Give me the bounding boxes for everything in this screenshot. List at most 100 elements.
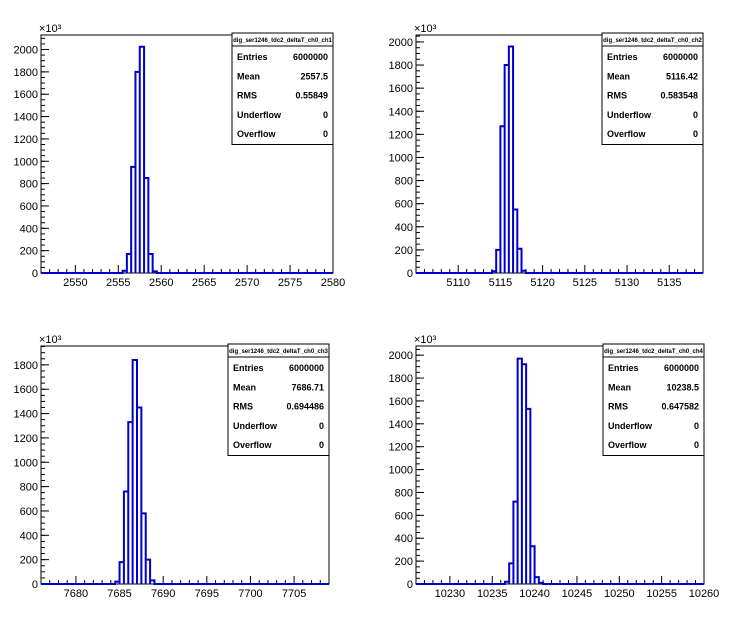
stats-title: dig_ser1246_tdc2_deltaT_ch0_ch4 xyxy=(604,349,703,355)
histogram-bin xyxy=(120,562,124,584)
x-tick-label: 7680 xyxy=(64,588,88,600)
histogram-series xyxy=(41,45,333,274)
x-tick-label: 5135 xyxy=(657,277,681,289)
stats-value: 0 xyxy=(693,129,698,139)
y-tick-label: 0 xyxy=(407,268,413,280)
y-tick-label: 1600 xyxy=(389,396,413,408)
histogram-bin xyxy=(496,250,500,273)
stats-value: 0 xyxy=(319,440,324,450)
y-multiplier: ×10³ xyxy=(414,23,437,35)
y-tick-label: 0 xyxy=(32,268,38,280)
y-tick-label: 2000 xyxy=(389,37,413,49)
x-tick-label: 7705 xyxy=(282,588,306,600)
x-tick-label: 2565 xyxy=(192,277,216,289)
y-multiplier: ×10³ xyxy=(39,23,62,35)
stats-value: 6000000 xyxy=(664,363,699,373)
stats-value: 2557.5 xyxy=(300,71,328,81)
y-tick-label: 1000 xyxy=(389,152,413,164)
histogram-series xyxy=(416,357,704,585)
y-multiplier: ×10³ xyxy=(414,334,437,346)
histogram-bin xyxy=(140,47,144,273)
y-axis: 0 200 400 600 800 1000 1200 1400 1600 1800 xyxy=(14,346,49,591)
y-tick-label: 1400 xyxy=(389,106,413,118)
stats-label: RMS xyxy=(608,402,628,412)
stats-value: 0.583548 xyxy=(660,91,698,101)
histogram-bin xyxy=(513,209,517,273)
histogram-bin xyxy=(146,560,150,584)
y-tick-label: 800 xyxy=(395,487,413,499)
x-tick-label: 7690 xyxy=(151,588,175,600)
histogram-bin xyxy=(526,409,530,584)
histogram-bin xyxy=(530,546,534,584)
histogram-panel-4: 0 200 400 600 800 1000 1200 1400 1600 1800 2000×10… xyxy=(389,334,720,600)
stats-value: 0.694486 xyxy=(286,402,324,412)
stats-label: Underflow xyxy=(237,110,282,120)
y-tick-label: 600 xyxy=(20,201,38,213)
x-tick-label: 2575 xyxy=(278,277,302,289)
stats-label: Entries xyxy=(608,363,639,373)
histogram-bin xyxy=(505,65,509,273)
stats-value: 6000000 xyxy=(289,363,324,373)
stats-label: RMS xyxy=(233,402,253,412)
y-tick-label: 600 xyxy=(20,506,38,518)
y-tick-label: 1800 xyxy=(389,373,413,385)
stats-value: 0 xyxy=(323,129,328,139)
y-tick-label: 400 xyxy=(395,533,413,545)
histogram-bin xyxy=(500,126,504,273)
stats-label: Underflow xyxy=(233,421,278,431)
y-tick-label: 0 xyxy=(407,579,413,591)
y-tick-label: 0 xyxy=(32,579,38,591)
y-multiplier: ×10³ xyxy=(39,334,62,346)
histogram-bin xyxy=(150,580,154,584)
y-tick-label: 1200 xyxy=(389,442,413,454)
stats-title: dig_ser1246_tdc2_deltaT_ch0_ch2 xyxy=(603,38,702,44)
stats-box: dig_ser1246_tdc2_deltaT_ch0_ch3 Entries 60… xyxy=(227,343,330,456)
y-axis: 0 200 400 600 800 1000 1200 1400 1600 1800 2000 xyxy=(389,348,424,591)
stats-title: dig_ser1246_tdc2_deltaT_ch0_ch3 xyxy=(229,349,328,355)
histogram-panel-2: 0 200 400 600 800 1000 1200 1400 1600 1800 2000×10… xyxy=(389,23,704,289)
histogram-bin xyxy=(509,563,513,584)
histogram-bin xyxy=(153,271,157,273)
histogram-series xyxy=(416,45,703,274)
x-axis: 2550 2555 2560 2565 2570 2575 2580 xyxy=(40,265,345,289)
x-tick-label: 10240 xyxy=(519,588,550,600)
y-tick-label: 1200 xyxy=(14,134,38,146)
stats-box: dig_ser1246_tdc2_deltaT_ch0_ch2 Entries 60… xyxy=(601,32,704,145)
x-tick-label: 7685 xyxy=(107,588,131,600)
y-tick-label: 200 xyxy=(20,555,38,567)
histogram-series xyxy=(41,359,329,585)
y-axis: 0 200 400 600 800 1000 1200 1400 1600 1800 2000 xyxy=(389,35,424,280)
y-tick-label: 1000 xyxy=(389,465,413,477)
x-tick-label: 7695 xyxy=(195,588,219,600)
y-tick-label: 1200 xyxy=(14,433,38,445)
stats-value: 0 xyxy=(694,440,699,450)
histogram-bin xyxy=(133,360,137,584)
stats-label: Entries xyxy=(237,52,268,62)
y-tick-label: 800 xyxy=(20,482,38,494)
stats-value: 0 xyxy=(323,110,328,120)
histogram-bin xyxy=(518,359,522,584)
y-tick-label: 1600 xyxy=(389,83,413,95)
y-tick-label: 800 xyxy=(395,176,413,188)
stats-label: Mean xyxy=(233,382,256,392)
y-tick-label: 1000 xyxy=(14,156,38,168)
stats-label: Overflow xyxy=(233,440,273,450)
x-tick-label: 10260 xyxy=(689,588,720,600)
stats-label: Entries xyxy=(233,363,264,373)
y-axis: 0 200 400 600 800 1000 1200 1400 1600 1800 2000 xyxy=(14,37,49,280)
x-tick-label: 2550 xyxy=(63,277,87,289)
y-tick-label: 600 xyxy=(395,199,413,211)
x-tick-label: 10255 xyxy=(646,588,677,600)
x-axis: 10230 10235 10240 10245 10250 10255 10260 xyxy=(415,576,720,600)
x-tick-label: 5125 xyxy=(573,277,597,289)
stats-label: Mean xyxy=(608,382,631,392)
y-tick-label: 2000 xyxy=(389,350,413,362)
x-tick-label: 10235 xyxy=(477,588,508,600)
stats-title: dig_ser1246_tdc2_deltaT_ch0_ch1 xyxy=(233,38,332,44)
y-tick-label: 200 xyxy=(395,556,413,568)
stats-box: dig_ser1246_tdc2_deltaT_ch0_ch1 Entries 60… xyxy=(231,32,334,145)
histogram-bin xyxy=(522,364,526,584)
histogram-bin xyxy=(115,582,119,584)
x-axis: 5110 5115 5120 5125 5130 5135 xyxy=(415,265,704,289)
histogram-bin xyxy=(513,502,517,584)
